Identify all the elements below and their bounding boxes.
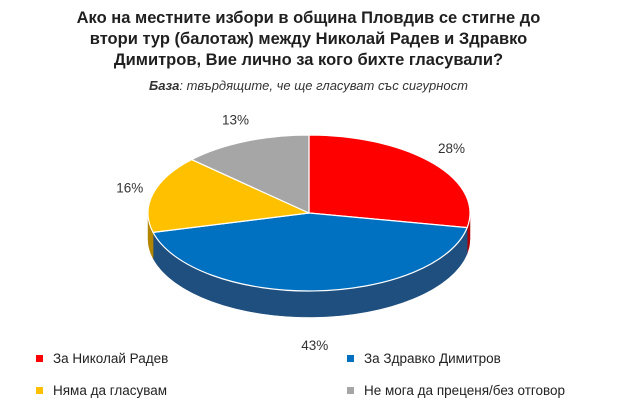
legend-item-radev: За Николай Радев [36, 351, 168, 366]
legend-item-undecided: Не мога да преценя/без отговор [347, 383, 565, 398]
legend-swatch-radev [36, 355, 43, 362]
legend-label-undecided: Не мога да преценя/без отговор [364, 383, 566, 398]
legend-item-dimitrov: За Здравко Димитров [347, 351, 501, 366]
data-label-no-vote: 16% [116, 181, 143, 196]
legend-label-radev: За Николай Радев [53, 351, 169, 366]
subtitle-label: База [149, 78, 180, 93]
data-label-undecided: 13% [222, 112, 249, 127]
title-line-3: Димитров, Вие лично за кого бихте гласув… [113, 51, 504, 69]
pie-slice-undecided [191, 134, 310, 214]
legend-swatch-no-vote [36, 387, 43, 394]
title-line-2: втори тур (балотаж) между Николай Радев … [89, 30, 528, 48]
pie-slice-no-vote [147, 159, 310, 233]
chart-title: Ако на местните избори в община Пловдив … [40, 8, 577, 71]
pie-slice-radev [308, 134, 471, 229]
legend-label-no-vote: Няма да гласувам [53, 383, 168, 398]
legend-label-dimitrov: За Здравко Димитров [364, 351, 501, 366]
legend-item-no-vote: Няма да гласувам [36, 383, 167, 398]
legend-swatch-undecided [347, 387, 354, 394]
data-label-radev: 28% [438, 141, 465, 156]
legend-swatch-dimitrov [347, 355, 354, 362]
chart-subtitle: База: твърдящите, че ще гласуват със сиг… [40, 78, 577, 93]
title-line-1: Ако на местните избори в община Пловдив … [76, 9, 541, 27]
pie-slice-dimitrov [152, 212, 468, 292]
data-label-dimitrov: 43% [301, 338, 328, 353]
subtitle-text: : твърдящите, че ще гласуват със сигурно… [179, 78, 468, 93]
